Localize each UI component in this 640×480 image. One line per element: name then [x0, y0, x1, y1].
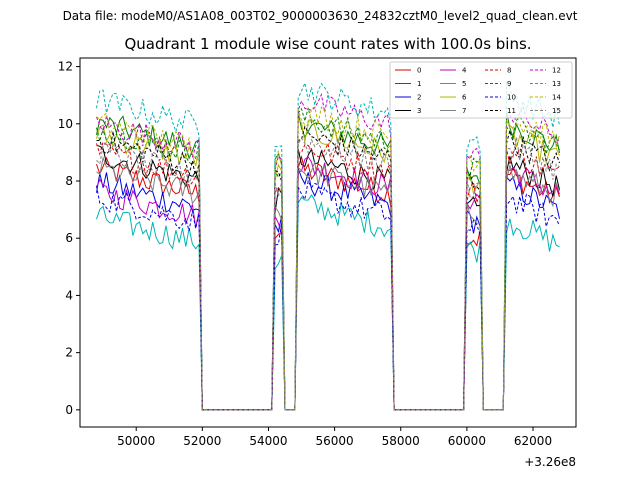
- legend-label: 11: [507, 107, 516, 115]
- series-group: [96, 81, 560, 411]
- y-tick-label: 0: [65, 403, 73, 417]
- legend-label: 7: [462, 107, 466, 115]
- y-tick-label: 2: [65, 346, 73, 360]
- legend-label: 13: [552, 80, 561, 88]
- series-line-14: [96, 105, 560, 411]
- legend-label: 14: [552, 94, 561, 102]
- legend-label: 12: [552, 67, 561, 75]
- x-tick-label: 54000: [249, 434, 287, 448]
- legend-label: 0: [417, 67, 421, 75]
- x-axis: 50000 52000 54000 56000 58000 60000 62000: [117, 427, 552, 448]
- x-tick-label: 56000: [316, 434, 354, 448]
- legend-label: 4: [462, 67, 467, 75]
- legend-label: 1: [417, 80, 421, 88]
- legend-label: 10: [507, 94, 516, 102]
- legend-label: 15: [552, 107, 561, 115]
- legend-box: [389, 61, 573, 119]
- chart-title: Quadrant 1 module wise count rates with …: [124, 35, 531, 53]
- legend-label: 2: [417, 94, 421, 102]
- x-offset-label: +3.26e8: [524, 455, 576, 469]
- legend-label: 9: [507, 80, 511, 88]
- x-tick-label: 52000: [183, 434, 221, 448]
- y-tick-label: 12: [58, 60, 73, 74]
- series-line-13: [96, 81, 560, 411]
- legend-label: 3: [417, 107, 421, 115]
- y-tick-label: 6: [65, 231, 73, 245]
- legend-label: 6: [462, 94, 467, 102]
- series-line-9: [96, 107, 560, 411]
- y-tick-label: 8: [65, 174, 73, 188]
- axes-frame: [79, 57, 577, 428]
- y-tick-label: 4: [65, 288, 73, 302]
- x-tick-label: 50000: [117, 434, 155, 448]
- suptitle: Data file: modeM0/AS1A08_003T02_90000036…: [63, 9, 578, 23]
- y-tick-label: 10: [58, 117, 73, 131]
- plot-area: [79, 57, 577, 428]
- series-line-15: [96, 136, 560, 411]
- x-tick-label: 60000: [448, 434, 486, 448]
- legend-label: 5: [462, 80, 466, 88]
- series-line-12: [96, 92, 560, 411]
- x-tick-label: 62000: [514, 434, 552, 448]
- legend-label: 8: [507, 67, 511, 75]
- x-tick-label: 58000: [382, 434, 420, 448]
- y-axis: 0 2 4 6 8 10 12: [58, 60, 80, 417]
